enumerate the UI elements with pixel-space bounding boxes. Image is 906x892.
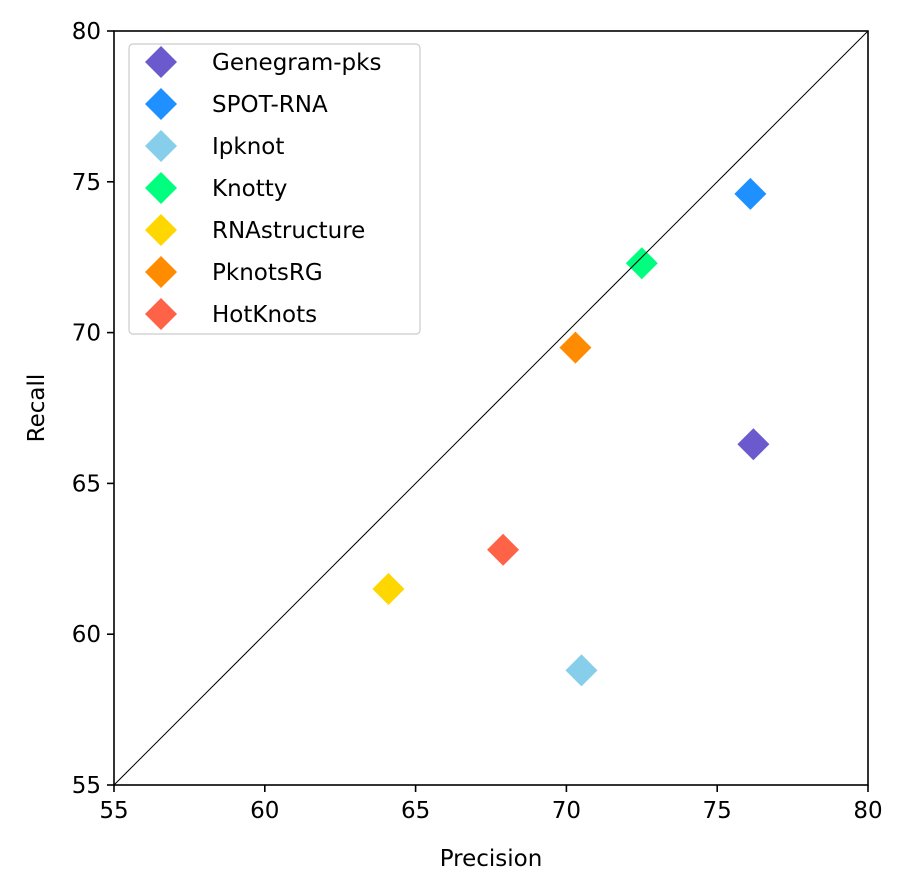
legend-label: PknotsRG	[212, 260, 323, 286]
x-tick-label: 70	[552, 798, 581, 824]
plot-frame	[113, 30, 869, 786]
data-point	[487, 533, 520, 566]
legend-label: Genegram-pks	[212, 50, 381, 76]
data-point	[565, 654, 598, 687]
legend-label: Ipknot	[212, 134, 284, 160]
y-tick-label: 55	[72, 773, 101, 799]
data-point	[737, 428, 770, 461]
x-tick-label: 75	[703, 798, 732, 824]
legend-label: RNAstructure	[212, 218, 365, 244]
x-tick-label: 55	[99, 798, 128, 824]
x-axis-label: Precision	[440, 846, 543, 872]
legend-marker	[145, 46, 177, 78]
data-point	[734, 177, 767, 210]
y-axis-label: Recall	[24, 374, 50, 443]
diagonal-reference-line	[113, 30, 869, 786]
plot-marks	[372, 177, 770, 687]
legend: Genegram-pks SPOT-RNA Ipknot Knotty RNAstruc…	[128, 43, 421, 335]
legend-label: HotKnots	[212, 302, 317, 328]
legend-marker	[145, 88, 177, 120]
legend-label: SPOT-RNA	[212, 92, 328, 118]
y-tick-label: 65	[72, 471, 101, 497]
y-tick-label: 80	[72, 19, 101, 45]
legend-marker	[145, 298, 177, 330]
y-axis-ticks: 55 60 65 70 75 80	[72, 19, 114, 799]
y-tick-label: 70	[72, 321, 101, 347]
x-tick-label: 60	[250, 798, 279, 824]
y-tick-label: 60	[72, 622, 101, 648]
x-axis-ticks: 55 60 65 70 75 80	[99, 785, 883, 824]
legend-marker	[145, 130, 177, 162]
legend-box	[128, 43, 421, 335]
y-tick-label: 75	[72, 170, 101, 196]
legend-marker	[145, 214, 177, 246]
data-point	[625, 247, 658, 280]
data-point	[372, 572, 405, 605]
legend-label: Knotty	[212, 176, 287, 202]
legend-marker	[145, 172, 177, 204]
data-point	[559, 331, 592, 364]
legend-marker	[145, 256, 177, 288]
x-tick-label: 80	[853, 798, 882, 824]
x-tick-label: 65	[401, 798, 430, 824]
